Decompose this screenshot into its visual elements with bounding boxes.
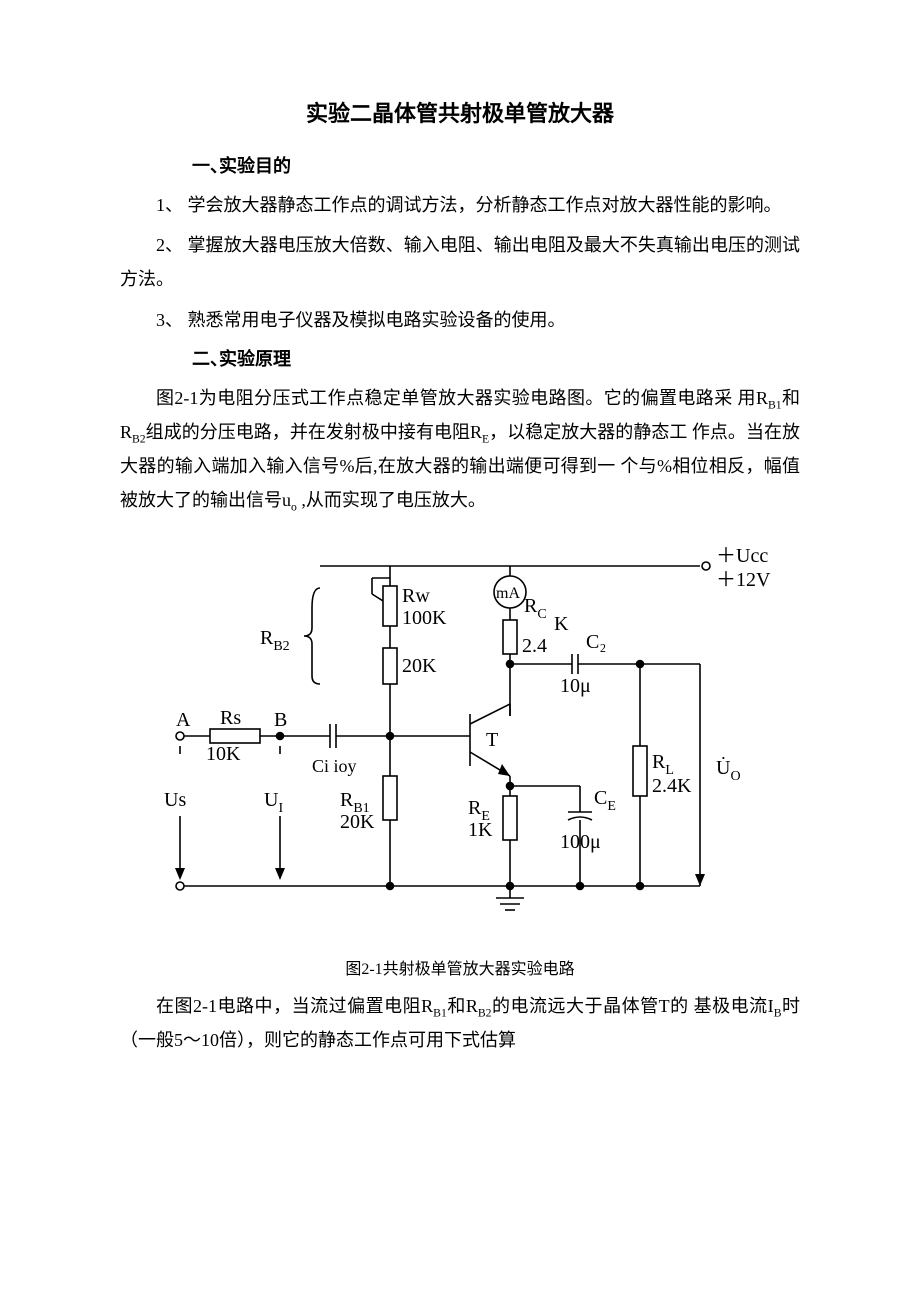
label-rl-val: 2.4K [652, 775, 692, 797]
section-1-number: 一、 [156, 152, 219, 178]
label-rl: RL [652, 751, 674, 778]
section-2-heading: 二、实验原理 [120, 345, 800, 371]
label-ce: CE [594, 787, 616, 814]
label-ucc2: ＋12V [716, 569, 771, 591]
label-ce-val: 100μ [560, 831, 601, 853]
label-rc: RC [524, 595, 547, 622]
para-after-figure: 在图2-1电路中，当流过偏置电阻RB1和RB2的电流远大于晶体管T的 基极电流I… [120, 989, 800, 1057]
label-ma: mA [496, 585, 520, 602]
page: 实验二晶体管共射极单管放大器 一、实验目的 1、 学会放大器静态工作点的调试方法… [0, 0, 920, 1302]
label-rw-val: 100K [402, 607, 447, 629]
label-c2: C₂ [586, 631, 606, 653]
label-ucc1: ＋Ucc [716, 545, 768, 567]
sec1-item-2: 2、 掌握放大器电压放大倍数、输入电阻、输出电阻及最大不失真输出电压的测试方法。 [120, 228, 800, 296]
section-1-heading: 一、实验目的 [120, 152, 800, 178]
label-a: A [176, 709, 191, 731]
label-rc-k: K [554, 613, 569, 635]
label-ui: UI [264, 789, 283, 816]
label-rb2: RB2 [260, 627, 290, 654]
figure-caption: 图2-1共射极单管放大器实验电路 [120, 955, 800, 979]
label-rw: Rw [402, 585, 430, 607]
section-2-number: 二、 [156, 345, 219, 371]
label-rb2-20k: 20K [402, 655, 437, 677]
sec1-item-3: 3、 熟悉常用电子仪器及模拟电路实验设备的使用。 [120, 303, 800, 337]
label-re-val: 1K [468, 819, 493, 841]
label-uo: U̇O [716, 755, 741, 784]
label-rc-val: 2.4 [522, 635, 547, 657]
label-t: T [486, 729, 498, 751]
label-rb1-val: 20K [340, 811, 375, 833]
sec2-paragraph: 图2-1为电阻分压式工作点稳定单管放大器实验电路图。它的偏置电路采 用RB1和R… [120, 381, 800, 518]
label-rs-val: 10K [206, 743, 241, 765]
page-title: 实验二晶体管共射极单管放大器 [120, 96, 800, 128]
label-c1: Ci ioy [312, 756, 357, 776]
figure-2-1: ＋Ucc ＋12V Rw 100K 20K RB2 [120, 536, 800, 979]
label-c2-val: 10μ [560, 675, 591, 697]
label-us: Us [164, 789, 186, 811]
section-1-label: 实验目的 [219, 156, 291, 176]
section-2-label: 实验原理 [219, 349, 291, 369]
label-b: B [274, 709, 287, 731]
circuit-diagram: ＋Ucc ＋12V Rw 100K 20K RB2 [140, 536, 780, 936]
label-rs: Rs [220, 707, 241, 729]
sec1-item-1: 1、 学会放大器静态工作点的调试方法，分析静态工作点对放大器性能的影响。 [120, 188, 800, 222]
